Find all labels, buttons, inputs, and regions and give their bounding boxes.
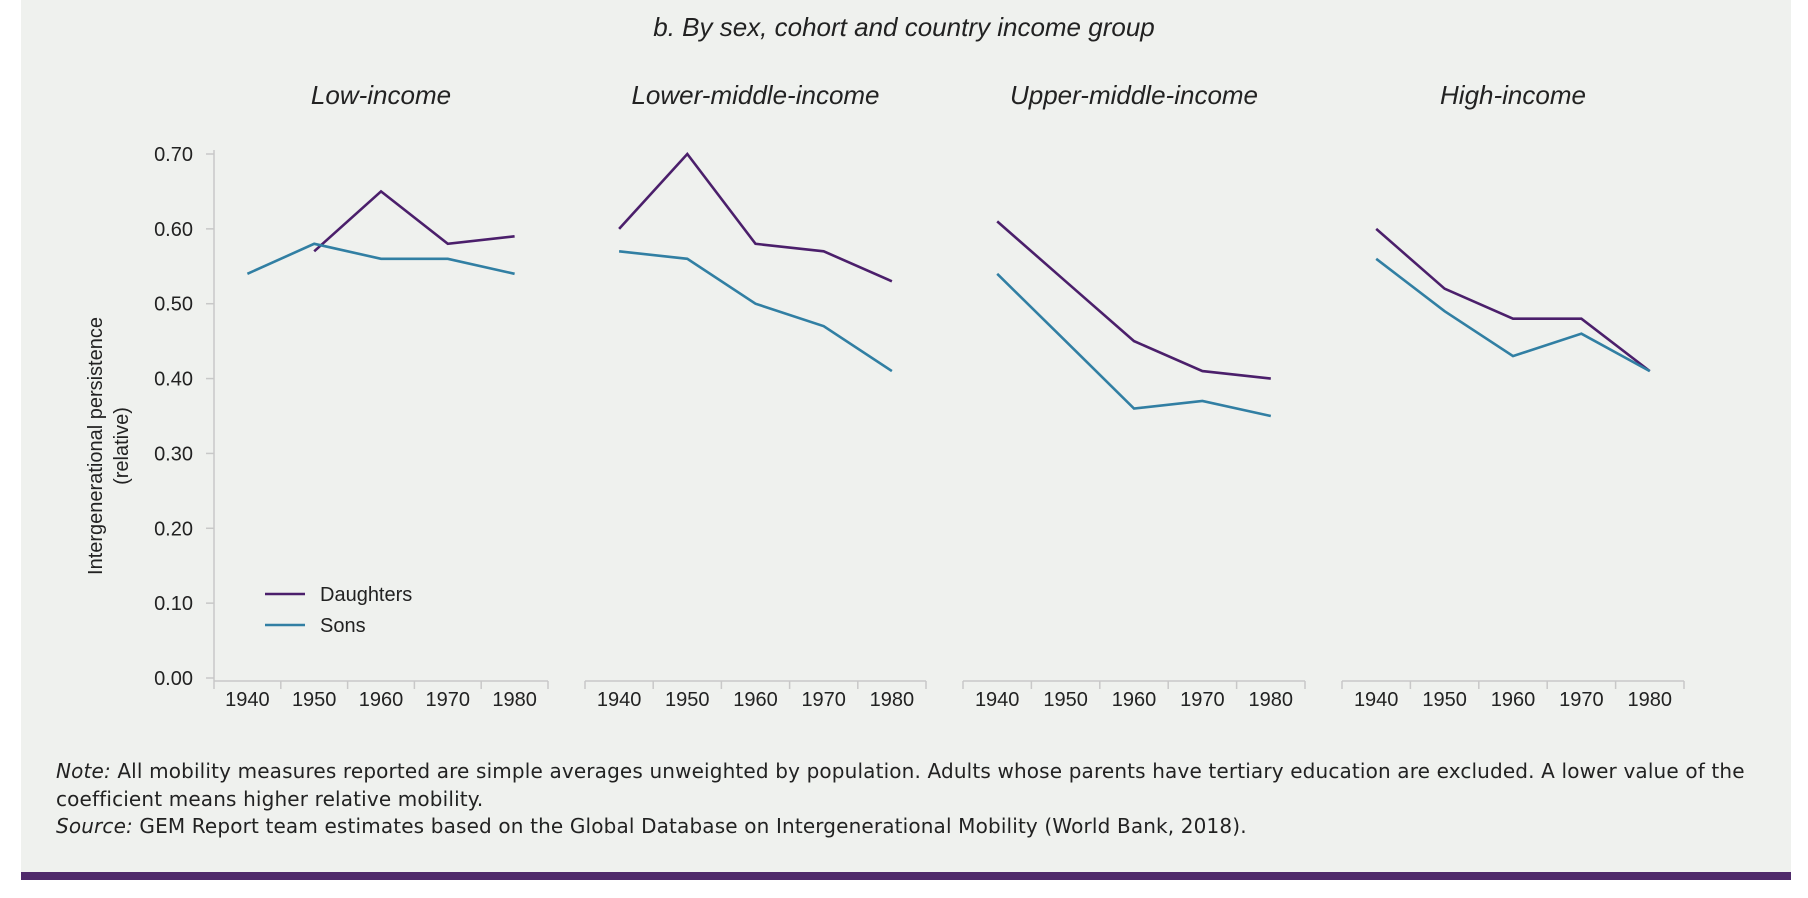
x-tick-label: 1960 — [359, 689, 404, 711]
y-axis-title-line: (relative) — [111, 407, 133, 485]
chart-panel — [21, 0, 1791, 872]
y-tick-label: 0.10 — [154, 593, 193, 615]
series-line-sons — [996, 272, 1272, 418]
legend-label-sons: Sons — [320, 615, 366, 637]
x-tick-label: 1960 — [733, 689, 778, 711]
x-tick-label: 1970 — [1180, 689, 1225, 711]
x-tick-label: 1960 — [1491, 689, 1536, 711]
legend-label-daughters: Daughters — [320, 584, 412, 606]
chart-title: b. By sex, cohort and country income gro… — [653, 12, 1155, 42]
panel-title: Upper-middle-income — [1010, 80, 1258, 110]
x-tick-label: 1970 — [801, 689, 846, 711]
x-tick-label: 1960 — [1112, 689, 1157, 711]
panel-title: Low-income — [311, 80, 451, 110]
series-line-daughters — [1375, 227, 1651, 373]
x-tick-label: 1980 — [1628, 689, 1673, 711]
y-axis-title: Intergenerational persistence (relative) — [85, 317, 133, 575]
x-tick-label: 1940 — [1354, 689, 1399, 711]
y-tick-label: 0.60 — [154, 219, 193, 241]
y-tick-label: 0.20 — [154, 518, 193, 540]
y-tick-label: 0.70 — [154, 144, 193, 166]
chart-notes: Note: All mobility measures reported are… — [56, 758, 1776, 841]
series-line-daughters — [996, 220, 1271, 380]
y-axis-title-line: Intergenerational persistence — [85, 317, 107, 575]
y-tick-label: 0.00 — [154, 668, 193, 690]
x-tick-label: 1980 — [492, 689, 537, 711]
series-line-sons — [246, 242, 515, 276]
x-tick-label: 1980 — [1249, 689, 1294, 711]
x-tick-label: 1980 — [870, 689, 915, 711]
series-line-sons — [618, 250, 893, 373]
x-tick-label: 1970 — [426, 689, 471, 711]
x-tick-label: 1950 — [292, 689, 337, 711]
panel-title: High-income — [1440, 80, 1586, 110]
y-tick-label: 0.40 — [154, 369, 193, 391]
series-line-sons — [1375, 257, 1651, 373]
x-tick-label: 1940 — [597, 689, 642, 711]
source-paragraph: Source: GEM Report team estimates based … — [56, 813, 1776, 841]
y-tick-label: 0.30 — [154, 443, 193, 465]
note-paragraph: Note: All mobility measures reported are… — [56, 758, 1776, 813]
x-tick-label: 1940 — [225, 689, 270, 711]
x-tick-label: 1950 — [1422, 689, 1467, 711]
line-chart: b. By sex, cohort and country income gro… — [85, 12, 1685, 711]
bottom-rule — [21, 872, 1791, 880]
x-tick-label: 1950 — [665, 689, 710, 711]
y-tick-label: 0.50 — [154, 294, 193, 316]
series-line-daughters — [313, 189, 515, 253]
source-label: Source: — [56, 814, 133, 838]
source-text: GEM Report team estimates based on the G… — [132, 814, 1247, 838]
note-text: All mobility measures reported are simpl… — [56, 759, 1745, 811]
x-tick-label: 1940 — [975, 689, 1020, 711]
series-line-daughters — [618, 151, 893, 283]
note-label: Note: — [56, 759, 111, 783]
x-tick-label: 1970 — [1559, 689, 1604, 711]
panel-title: Lower-middle-income — [631, 80, 879, 110]
x-tick-label: 1950 — [1043, 689, 1088, 711]
